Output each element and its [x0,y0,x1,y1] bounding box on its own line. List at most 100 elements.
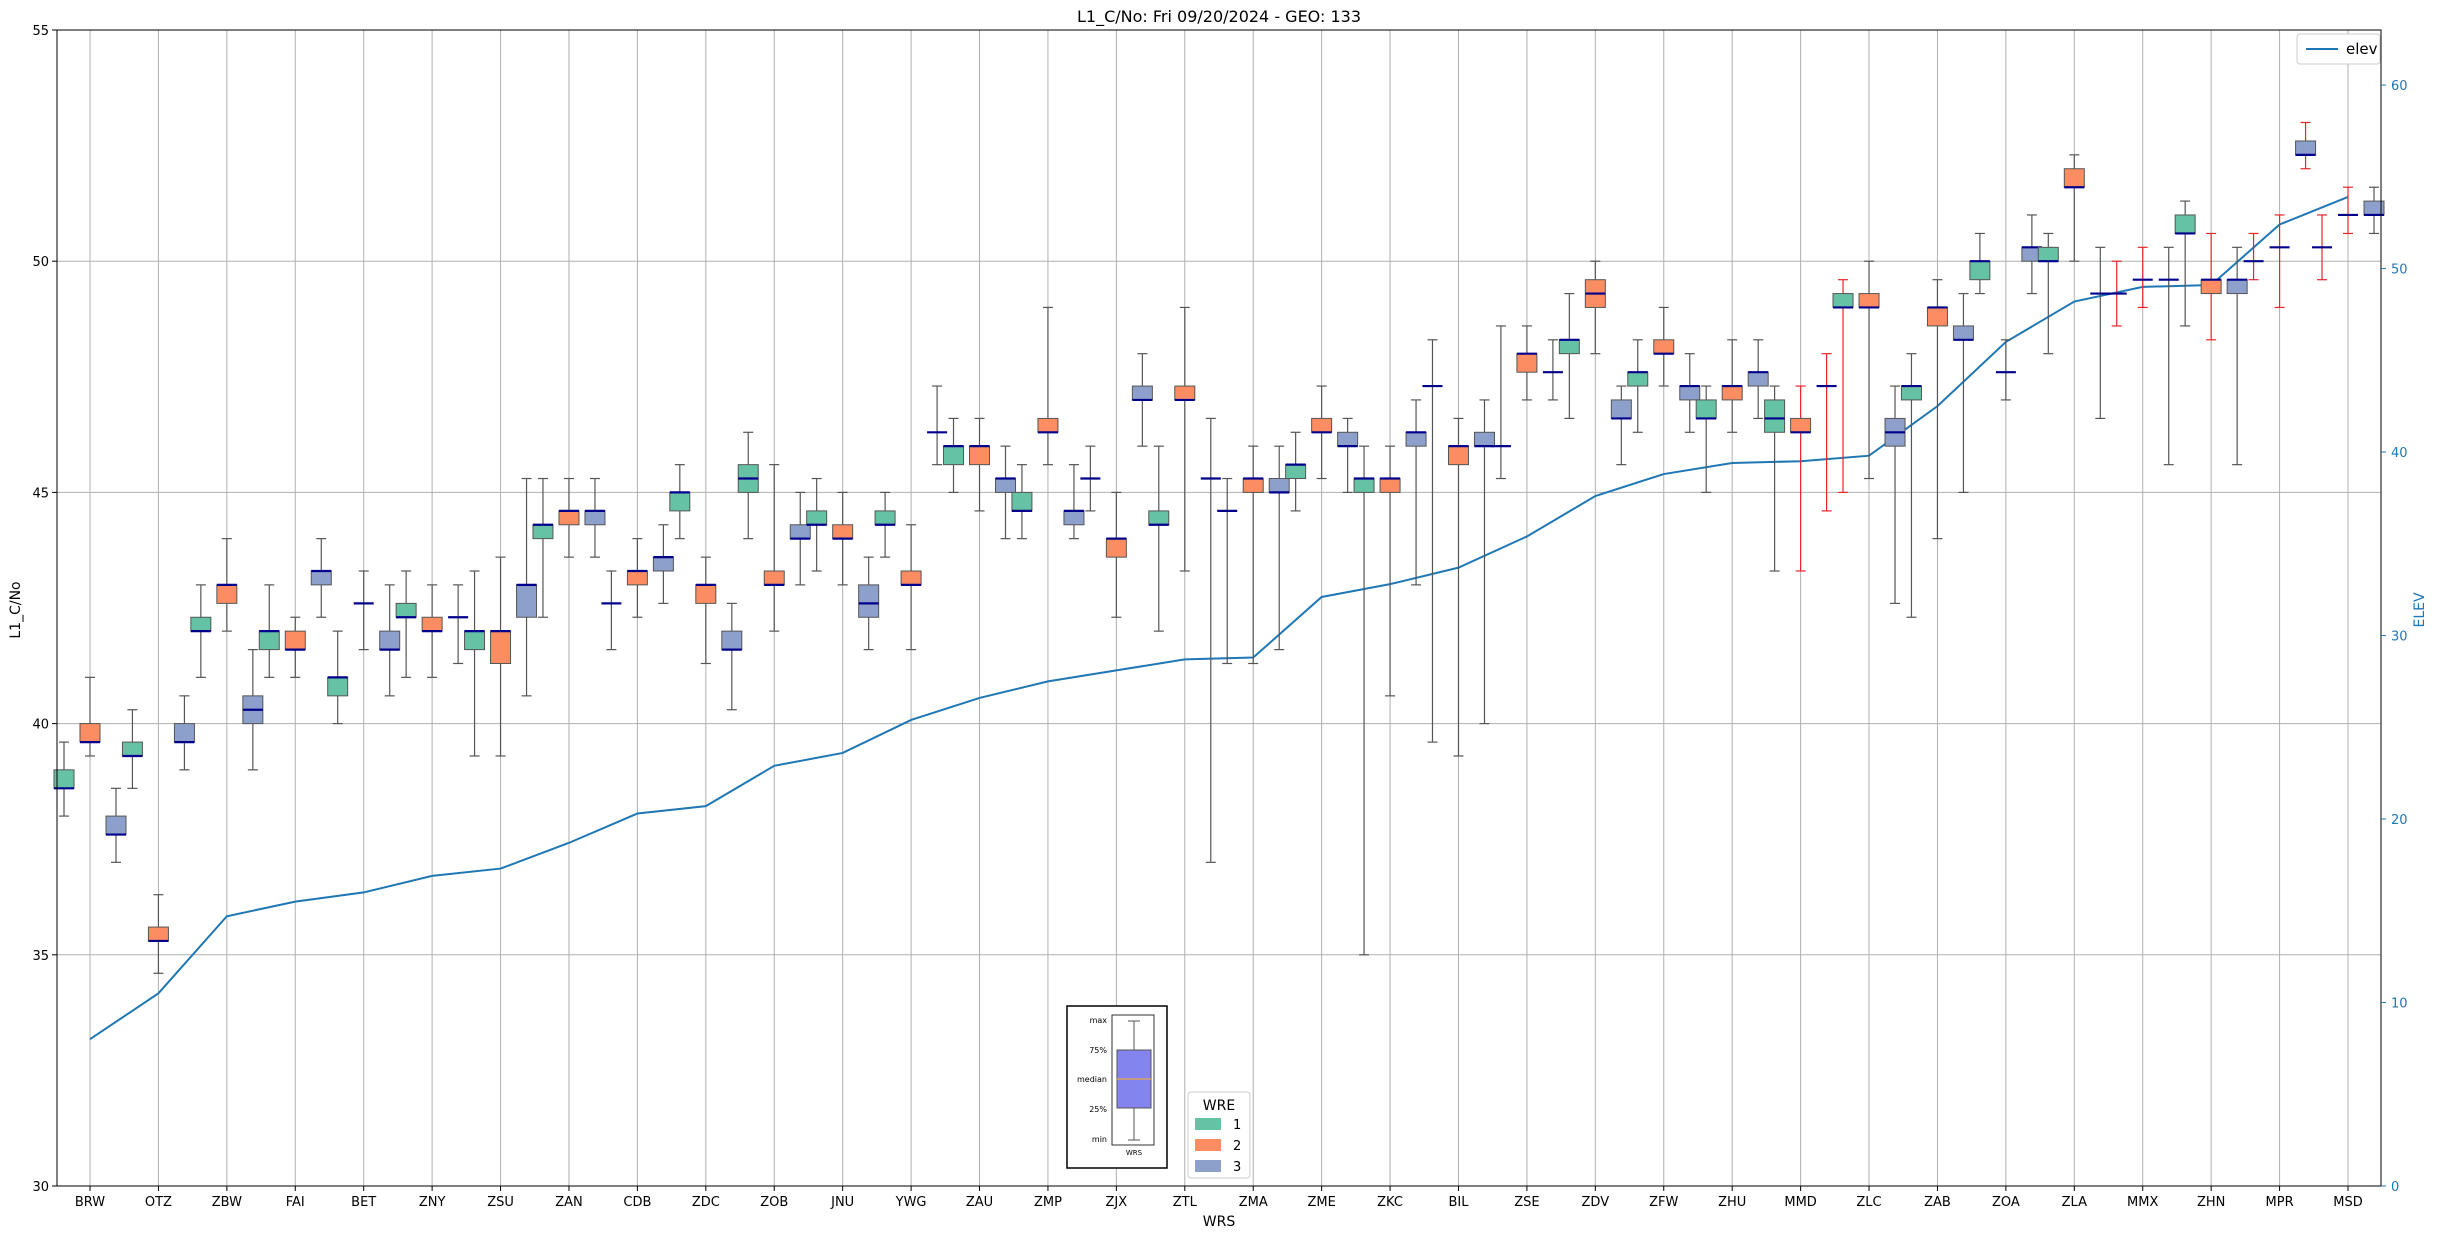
key-label: 25% [1089,1105,1107,1114]
x-tick-label: ZHU [1718,1195,1746,1210]
box-iqr [1174,385,1196,401]
box-MMX-wre3 [2158,246,2179,466]
x-tick-label: CDB [623,1195,651,1210]
box-ZFW-wre1 [1627,339,1649,433]
box-MMD-wre1 [1764,385,1786,572]
box-iqr [1337,431,1359,447]
y-tick-label: 50 [32,255,49,270]
box-FAI-wre1 [258,584,280,678]
wre-legend-title: WRE [1203,1098,1235,1114]
x-tick-label: ZLC [1856,1195,1881,1210]
x-tick-label: ZMP [1034,1195,1062,1210]
box-ZSU-wre1 [464,570,486,757]
box-JNU-wre2 [832,491,854,586]
box-ZMP-wre3 [1063,464,1085,540]
box-ZHN-wre3 [2226,246,2248,466]
box-iqr [1969,260,1991,281]
y-axis-right: 0 10 20 30 40 50 60 [2381,79,2408,1195]
box-iqr [1379,478,1401,493]
box-iqr [284,630,306,651]
wre-legend-label: 2 [1233,1139,1241,1154]
box-ZTL-wre3 [1200,417,1221,863]
box-ZOA-wre2 [1995,339,2016,401]
box-ZKC-wre3 [1405,399,1427,586]
y2-tick-label: 10 [2391,997,2408,1012]
x-tick-label: JNU [830,1195,854,1210]
box-iqr [1242,478,1264,493]
box-iqr [1926,306,1948,327]
box-iqr [1285,464,1307,480]
box-ZLA-wre2 [2063,154,2085,262]
box-iqr [79,723,101,743]
box-ZDC-wre2 [695,556,717,665]
box-ZDC-wre3 [721,602,743,711]
box-ZSE-wre3 [1542,339,1563,401]
box-FAI-wre3 [310,538,332,618]
key-label: min [1092,1135,1107,1144]
box-BRW-wre3 [105,787,127,863]
box-iqr [858,584,880,618]
box-ZOA-wre3 [2021,214,2043,295]
box-YWG-wre2 [900,524,922,651]
key-label: max [1090,1016,1108,1025]
box-MSD-wre1 [2312,214,2332,281]
box-ZAU-wre2 [969,417,991,512]
box-iqr [379,630,401,651]
box-MPR-wre3 [2295,121,2317,170]
box-iqr [995,478,1017,493]
box-ZLA-wre3 [2090,246,2111,420]
box-ZSU-wre3 [516,477,538,697]
box-OTZ-wre2 [147,894,169,974]
box-MMD-wre2 [1790,385,1812,572]
box-OTZ-wre1 [121,709,143,789]
box-iqr [1858,293,1880,308]
x-tick-label: ZMA [1239,1195,1268,1210]
box-iqr [1721,385,1743,401]
box-iqr [121,741,143,757]
wre-legend-label: 1 [1233,1118,1241,1133]
box-ZME-wre2 [1311,385,1333,480]
y-tick-label: 45 [32,486,49,501]
box-BRW-wre1 [53,741,75,817]
box-iqr [943,445,965,466]
x-tick-label: ZSU [487,1195,514,1210]
box-CDB-wre3 [652,524,674,604]
wre-legend: WRE 1 2 3 [1187,1091,1251,1179]
x-tick-label: ZAU [966,1195,993,1210]
x-tick-label: MMD [1784,1195,1816,1210]
box-BIL-wre3 [1473,399,1495,725]
box-OTZ-wre3 [173,695,195,771]
x-tick-label: ZJX [1106,1195,1128,1210]
box-iqr [1148,510,1170,526]
box-iqr [190,616,212,632]
y2-tick-label: 0 [2391,1180,2399,1195]
box-iqr [1516,353,1538,373]
box-CDB-wre1 [601,570,622,651]
box-BET-wre2 [353,570,374,651]
box-iqr [1473,431,1495,447]
key-xlabel: WRS [1126,1149,1143,1157]
box-ZHN-wre1 [2174,200,2196,327]
box-ZAU-wre1 [943,417,965,493]
box-BET-wre1 [327,630,349,725]
box-iqr [105,815,127,836]
x-tick-label: ZKC [1377,1195,1403,1210]
elev-legend-label: elev [2346,40,2378,58]
box-ZAN-wre1 [532,477,554,618]
box-ZAN-wre2 [558,477,580,558]
box-ZBW-wre3 [242,649,264,771]
box-ZLC-wre1 [1832,279,1854,493]
box-iqr [1063,510,1085,526]
box-ZOB-wre1 [737,431,759,540]
box-iqr [1832,293,1854,308]
x-tick-label: ZBW [212,1195,242,1210]
box-ZOB-wre3 [789,491,811,586]
y-axis-label: L1_C/No [8,581,24,638]
box-ZBW-wre2 [216,538,238,632]
box-iqr [789,524,811,540]
box-iqr [216,584,238,604]
box-iqr [2295,140,2317,156]
box-ZSE-wre1 [1490,325,1511,480]
box-ZAU-wre3 [995,445,1017,540]
box-ZKC-wre1 [1353,445,1375,956]
